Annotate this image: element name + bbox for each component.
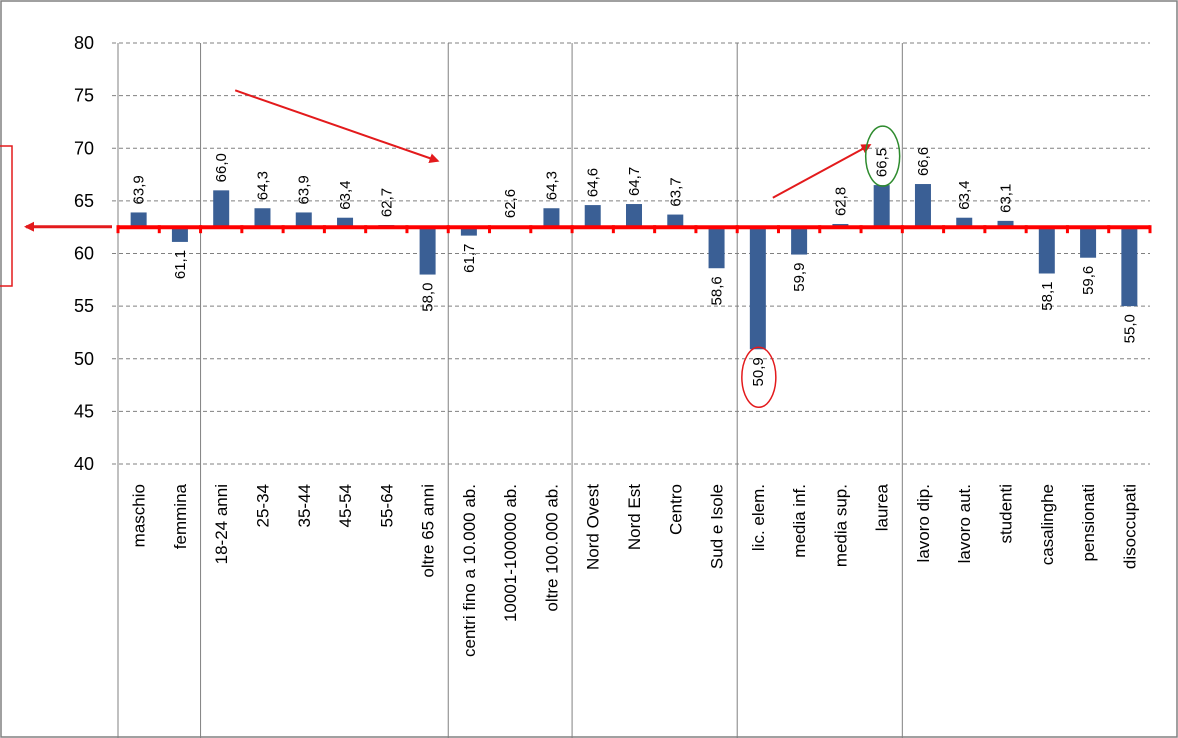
y-tick-label: 60 [74, 244, 94, 264]
x-category-label: centri fino a 10.000 ab. [460, 484, 479, 657]
data-label: 61,1 [172, 250, 189, 279]
age-trend-arrow [234, 89, 440, 163]
data-label: 63,1 [998, 184, 1015, 213]
bar [254, 208, 271, 228]
x-category-label: Sud e Isole [708, 484, 727, 569]
bar [626, 204, 642, 228]
y-tick-label: 80 [74, 33, 94, 53]
bar [914, 184, 931, 228]
x-category-label: Nord Ovest [584, 484, 603, 570]
y-tick-label: 40 [74, 454, 94, 474]
data-label: 62,6 [502, 189, 519, 218]
data-label: 50,9 [750, 357, 767, 386]
data-label: 58,1 [1039, 281, 1056, 310]
x-category-label: disoccupati [1120, 484, 1139, 569]
bar [1121, 227, 1138, 307]
group-separators [117, 43, 903, 738]
bars [130, 184, 1138, 350]
x-category-label: 55-64 [377, 484, 396, 527]
data-label: 63,7 [667, 177, 684, 206]
data-label: 64,3 [543, 171, 560, 200]
bar [1080, 227, 1097, 258]
y-tick-label: 55 [74, 296, 94, 316]
data-label: 66,5 [874, 148, 891, 177]
y-tick-label: 70 [74, 138, 94, 158]
data-label: 64,6 [585, 168, 602, 197]
bar [584, 205, 601, 228]
highlight-ring-red [741, 346, 777, 409]
x-category-label: oltre 100.000 ab. [542, 484, 561, 612]
bar [791, 227, 808, 255]
x-category-label: lavoro aut. [955, 484, 974, 563]
data-label: 59,6 [1080, 266, 1097, 295]
data-label: 58,6 [709, 276, 726, 305]
y-tick-label: 75 [74, 86, 94, 106]
bar [667, 214, 684, 228]
gridlines [112, 42, 1150, 465]
x-category-label: media sup. [831, 484, 850, 567]
bar [460, 227, 477, 236]
x-category-label: femmina [171, 483, 190, 549]
x-category-label: 25-34 [253, 484, 272, 527]
annotations [24, 89, 901, 409]
x-category-label: Nord Est [625, 484, 644, 550]
x-category-label: lic. elem. [749, 484, 768, 551]
bar [337, 217, 354, 228]
bar [749, 227, 766, 350]
x-category-label: pensionati [1079, 484, 1098, 562]
data-label: 64,3 [254, 171, 271, 200]
data-label: 62,8 [832, 187, 849, 216]
bar [419, 227, 436, 275]
y-tick-label: 65 [74, 191, 94, 211]
bar [873, 185, 890, 228]
bar [213, 190, 230, 228]
data-label: 63,9 [296, 175, 313, 204]
data-label: 66,6 [915, 147, 932, 176]
x-category-label: 35-44 [295, 484, 314, 527]
bar [956, 217, 973, 228]
bar [543, 208, 560, 228]
data-label: 58,0 [420, 283, 437, 312]
bar [171, 227, 188, 242]
bar [997, 220, 1014, 228]
x-category-label: oltre 65 anni [419, 484, 438, 578]
highlight-ring-green [864, 125, 901, 187]
data-label: 61,7 [461, 244, 478, 273]
baseline-callout-box [0, 145, 13, 287]
x-category-label: casalinghe [1038, 484, 1057, 565]
data-label: 59,9 [791, 263, 808, 292]
y-tick-label: 45 [74, 401, 94, 421]
y-tick-label: 50 [74, 349, 94, 369]
data-label: 63,4 [337, 181, 354, 210]
data-label: 62,7 [378, 188, 395, 217]
bar [708, 227, 725, 269]
data-label: 63,4 [956, 181, 973, 210]
x-category-label: studenti [997, 484, 1016, 544]
data-label: 55,0 [1121, 314, 1138, 343]
bar [1038, 227, 1055, 274]
data-label: 63,9 [131, 175, 148, 204]
y-axis-ticks: 40 45 50 55 60 65 70 75 80 [74, 33, 94, 474]
data-labels: 63,9 61,1 66,0 64,3 63,9 63,4 62,7 58,0 61,7 62,6… [131, 147, 1139, 387]
education-trend-arrow [772, 144, 872, 199]
x-category-label: laurea [873, 483, 892, 531]
x-category-label: media inf. [790, 484, 809, 558]
bar [130, 212, 147, 228]
x-category-label: Centro [666, 484, 685, 535]
x-category-label: 18-24 anni [212, 484, 231, 564]
bar [295, 212, 312, 228]
x-category-label: maschio [130, 484, 149, 547]
x-axis-categories: maschio femmina 18-24 anni 25-34 35-44 45-54 5… [130, 483, 1140, 657]
x-category-label: 10001-100000 ab. [501, 484, 520, 622]
data-label: 66,0 [213, 153, 230, 182]
x-category-label: 45-54 [336, 484, 355, 527]
x-category-label: lavoro dip. [914, 484, 933, 562]
baseline-line [116, 225, 1152, 234]
data-label: 64,7 [626, 167, 643, 196]
